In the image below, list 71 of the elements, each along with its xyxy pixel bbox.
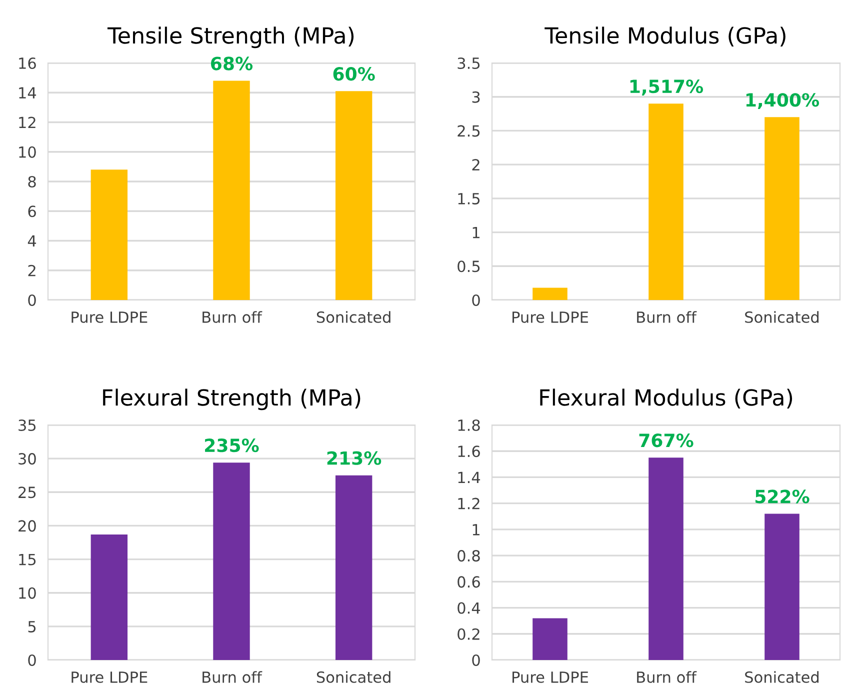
y-tick-label: 8: [28, 176, 36, 188]
x-tick-label: Pure LDPE: [512, 312, 588, 323]
annotation: 213%: [327, 451, 382, 465]
bar: [764, 117, 800, 300]
y-tick-label: 6: [28, 206, 36, 218]
bar: [90, 170, 128, 300]
bar: [764, 514, 800, 660]
y-tick-label: 2: [472, 159, 480, 170]
annotation: 235%: [205, 438, 259, 452]
annotation: 1,517%: [630, 80, 704, 96]
y-tick-label: 0.6: [458, 576, 480, 588]
bar: [213, 80, 250, 300]
x-tick-label: Sonicated: [316, 311, 390, 323]
x-tick-label: Burn off: [202, 671, 262, 683]
y-tick-label: 14: [19, 87, 36, 98]
y-tick-label: 5: [28, 621, 36, 632]
x-tick-label: Pure LDPE: [72, 672, 148, 683]
chart-title: Tensile Modulus (GPa): [544, 26, 786, 46]
x-tick-label: Burn off: [202, 311, 262, 323]
y-tick-label: 4: [28, 235, 36, 247]
x-tick-label: Sonicated: [745, 671, 819, 683]
y-tick-label: 1: [472, 524, 480, 536]
y-tick-label: 1.6: [458, 446, 480, 458]
y-tick-label: 1.5: [458, 193, 480, 204]
annotation: 60%: [333, 67, 375, 81]
x-tick-label: Sonicated: [316, 671, 390, 683]
y-tick-label: 1.4: [458, 472, 480, 484]
bar: [335, 475, 372, 660]
y-tick-label: 35: [18, 419, 36, 432]
y-tick-label: 1.8: [458, 419, 480, 432]
y-tick-label: 0.4: [458, 602, 480, 614]
annotation: 522%: [756, 490, 810, 504]
y-tick-label: 1.2: [458, 498, 480, 510]
chart-title: Flexural Modulus (GPa): [540, 388, 792, 408]
bar: [90, 534, 128, 660]
y-tick-label: 15: [19, 554, 36, 566]
y-tick-label: 0: [28, 654, 36, 666]
chart-title: Tensile Strength (MPa): [107, 26, 354, 48]
x-tick-label: Sonicated: [745, 311, 819, 323]
y-tick-label: 10: [19, 587, 36, 599]
y-tick-label: 0: [28, 294, 36, 306]
bar: [213, 462, 250, 660]
y-tick-label: 25: [18, 486, 36, 498]
y-tick-label: 0.5: [458, 260, 480, 272]
y-tick-label: 20: [18, 520, 36, 532]
x-tick-label: Pure LDPE: [512, 672, 588, 683]
y-tick-label: 0.2: [458, 628, 480, 640]
y-tick-label: 1: [472, 226, 480, 238]
bar: [335, 91, 372, 300]
y-tick-label: 3.5: [458, 57, 480, 70]
x-tick-label: Pure LDPE: [72, 312, 148, 323]
y-tick-label: 12: [19, 116, 36, 128]
y-tick-label: 3: [472, 91, 480, 103]
annotation: 767%: [639, 434, 694, 448]
y-tick-label: 30: [18, 453, 36, 465]
bar: [648, 104, 684, 300]
bar: [532, 618, 568, 660]
y-tick-label: 10: [19, 146, 36, 158]
y-tick-label: 0: [472, 654, 480, 666]
x-tick-label: Burn off: [637, 671, 697, 683]
y-tick-label: 2.5: [458, 125, 480, 137]
bar: [532, 288, 568, 300]
bar: [648, 458, 684, 660]
annotation: 68%: [211, 56, 253, 70]
x-tick-label: Burn off: [637, 311, 697, 323]
y-tick-label: 2: [28, 264, 36, 276]
chart-title: Flexural Strength (MPa): [103, 388, 360, 410]
y-tick-label: 0.8: [458, 550, 480, 562]
annotation: 1,400%: [746, 93, 820, 110]
y-tick-label: 0: [472, 294, 480, 306]
y-tick-label: 16: [19, 57, 36, 70]
